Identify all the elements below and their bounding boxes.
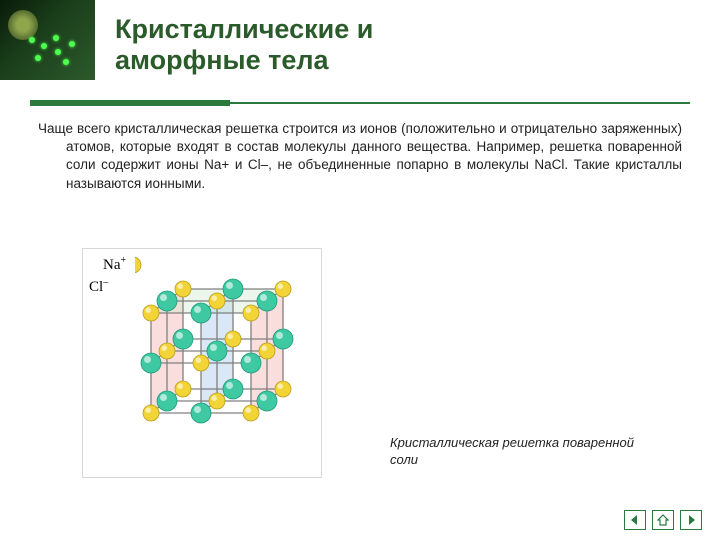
title-rule [30, 100, 690, 106]
title-line-1: Кристаллические и [115, 14, 373, 44]
nav-controls [624, 510, 702, 530]
paragraph-text: Чаще всего кристаллическая решетка строи… [38, 120, 682, 193]
prev-button[interactable] [624, 510, 646, 530]
home-button[interactable] [652, 510, 674, 530]
cl-label: Cl– [89, 277, 108, 296]
arrow-left-icon [629, 514, 641, 526]
lattice-diagram [135, 257, 317, 471]
slide-title: Кристаллические иаморфные тела [115, 14, 690, 76]
figure-caption: Кристаллическая решетка поваренной соли [390, 435, 640, 469]
lattice-figure: Na+ Cl– [82, 248, 322, 478]
arrow-right-icon [685, 514, 697, 526]
body-paragraph: Чаще всего кристаллическая решетка строи… [38, 120, 682, 193]
corner-decoration [0, 0, 95, 80]
title-line-2: аморфные тела [115, 45, 329, 75]
home-icon [657, 514, 669, 526]
next-button[interactable] [680, 510, 702, 530]
na-label: Na+ [103, 255, 126, 274]
